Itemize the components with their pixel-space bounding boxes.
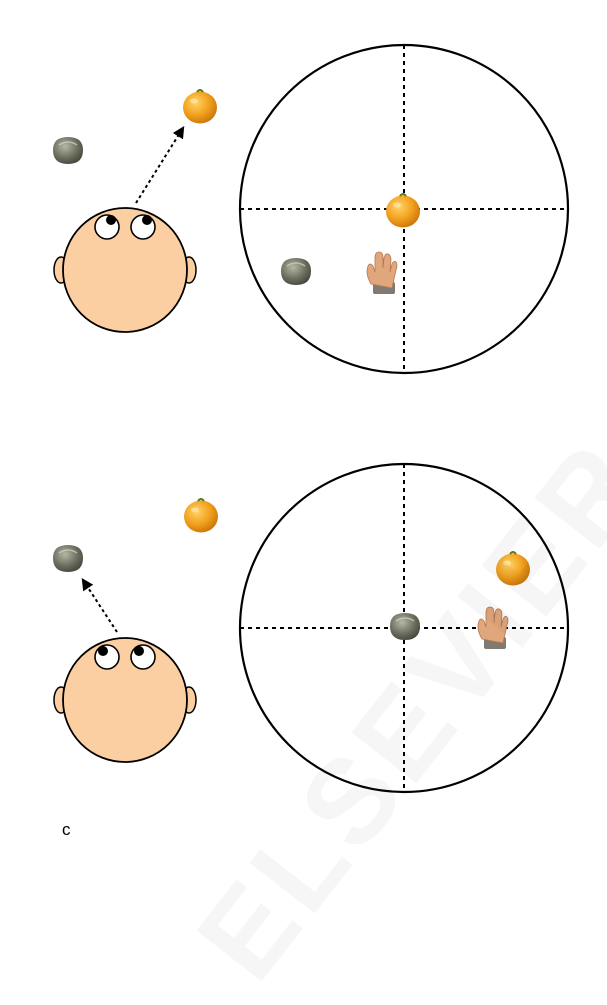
scene-bottom [52, 462, 570, 794]
panel-label: c [62, 820, 71, 839]
scene-top [52, 43, 570, 375]
gaze-arrow [81, 577, 118, 633]
head-icon [53, 637, 197, 763]
hand-icon [477, 606, 509, 650]
head-icon [53, 207, 197, 333]
gaze-arrow [135, 125, 185, 204]
orange-fruit-icon [182, 89, 218, 125]
egocentric-view-top [238, 43, 570, 375]
gray-object-icon [389, 612, 421, 641]
gray-object-icon [52, 544, 84, 573]
hand-icon [366, 251, 398, 295]
orange-fruit-icon [385, 193, 421, 229]
egocentric-view-bottom [238, 462, 570, 794]
orange-fruit-icon [495, 551, 531, 587]
diagram-canvas [52, 43, 570, 794]
gray-object-icon [280, 257, 312, 286]
orange-fruit-icon [183, 498, 219, 534]
gray-object-icon [52, 136, 84, 165]
